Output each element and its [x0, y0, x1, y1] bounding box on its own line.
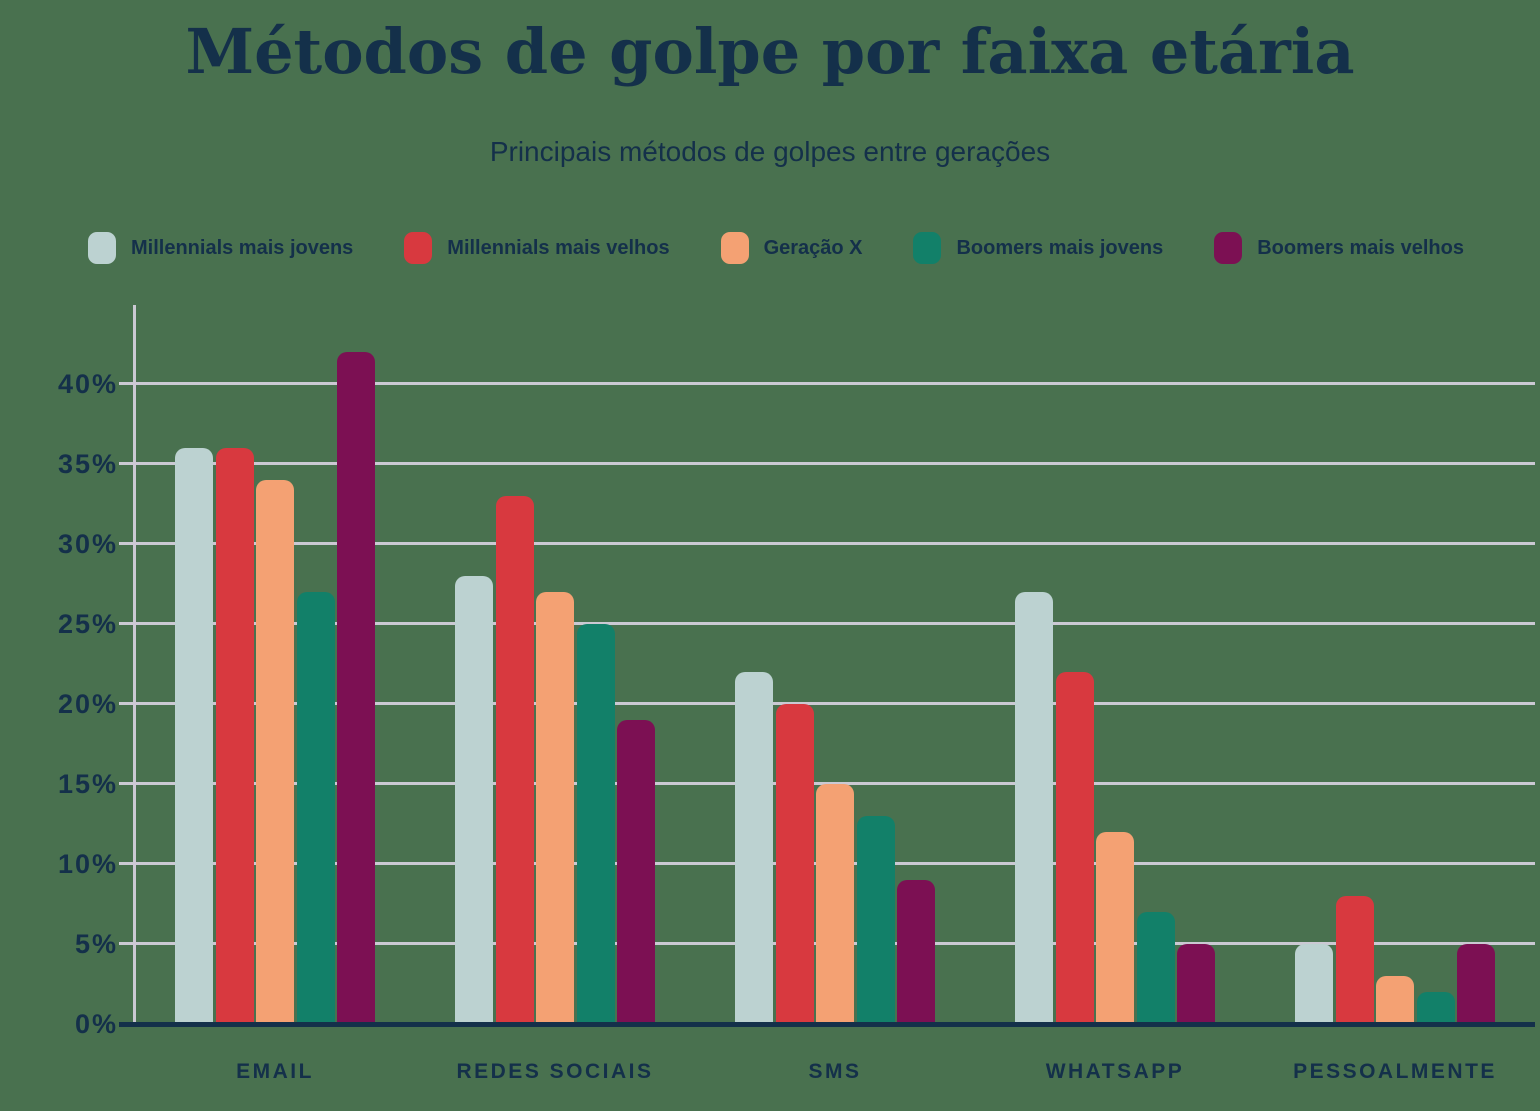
gridline — [119, 542, 1535, 545]
category-label: PESSOALMENTE — [1293, 1060, 1497, 1083]
bar — [1136, 912, 1175, 1024]
bar — [1376, 976, 1414, 1024]
bar — [576, 624, 615, 1024]
bar — [897, 880, 935, 1024]
x-axis-line — [119, 1022, 1535, 1027]
bar — [1335, 896, 1374, 1024]
legend-label: Boomers mais velhos — [1257, 236, 1464, 259]
bar — [256, 480, 294, 1024]
legend-swatch — [913, 232, 942, 264]
bar — [735, 672, 773, 1024]
bar — [775, 704, 814, 1024]
legend-swatch — [720, 232, 749, 264]
bar — [1096, 832, 1134, 1024]
y-tick-label: 15% — [57, 769, 118, 799]
y-tick-label: 30% — [57, 529, 118, 559]
legend-item: Millennials mais velhos — [404, 232, 670, 264]
chart-subtitle: Principais métodos de golpes entre geraç… — [489, 136, 1051, 167]
legend-swatch — [404, 232, 433, 264]
gridline — [119, 702, 1535, 705]
category-label: EMAIL — [236, 1060, 314, 1083]
legend-label: Boomers mais jovens — [956, 236, 1164, 259]
bar — [1295, 944, 1333, 1024]
bar — [296, 592, 335, 1024]
gridline — [119, 782, 1535, 785]
y-tick-label: 5% — [74, 929, 118, 959]
legend-label: Geração X — [763, 236, 863, 259]
gridline — [119, 462, 1535, 465]
legend-swatch — [88, 232, 116, 264]
legend-item: Boomers mais jovens — [913, 232, 1163, 264]
bar — [1055, 672, 1094, 1024]
y-tick-label: 20% — [57, 689, 118, 719]
category-label: REDES SOCIAIS — [456, 1060, 654, 1083]
legend-item: Millennials mais jovens — [88, 232, 353, 264]
legend-label: Millennials mais velhos — [447, 236, 670, 259]
y-tick-label: 10% — [57, 849, 118, 879]
chart-title: Métodos de golpe por faixa etária — [185, 15, 1355, 88]
bar — [617, 720, 655, 1024]
legend: Millennials mais jovens Millennials mais … — [88, 232, 1464, 264]
bar — [1015, 592, 1053, 1024]
bar — [215, 448, 254, 1024]
bar — [455, 576, 493, 1024]
bar — [536, 592, 574, 1024]
category-label: WHATSAPP — [1045, 1060, 1185, 1083]
bar — [1416, 992, 1455, 1024]
bar — [1457, 944, 1495, 1024]
bar — [816, 784, 854, 1024]
bar — [856, 816, 895, 1024]
legend-item: Geração X — [720, 232, 863, 264]
y-tick-label: 35% — [57, 449, 118, 479]
gridline — [119, 622, 1535, 625]
bar — [175, 448, 213, 1024]
gridline — [119, 382, 1535, 385]
y-tick-label: 25% — [57, 609, 118, 639]
legend-swatch — [1214, 232, 1243, 264]
category-label: SMS — [808, 1060, 862, 1083]
legend-label: Millennials mais jovens — [131, 236, 354, 259]
bar — [1177, 944, 1215, 1024]
y-tick-label: 0% — [74, 1009, 118, 1039]
y-tick-label: 40% — [57, 369, 118, 399]
legend-item: Boomers mais velhos — [1214, 232, 1464, 264]
bar — [337, 352, 375, 1024]
y-axis-line — [133, 305, 136, 1024]
bar — [495, 496, 534, 1024]
